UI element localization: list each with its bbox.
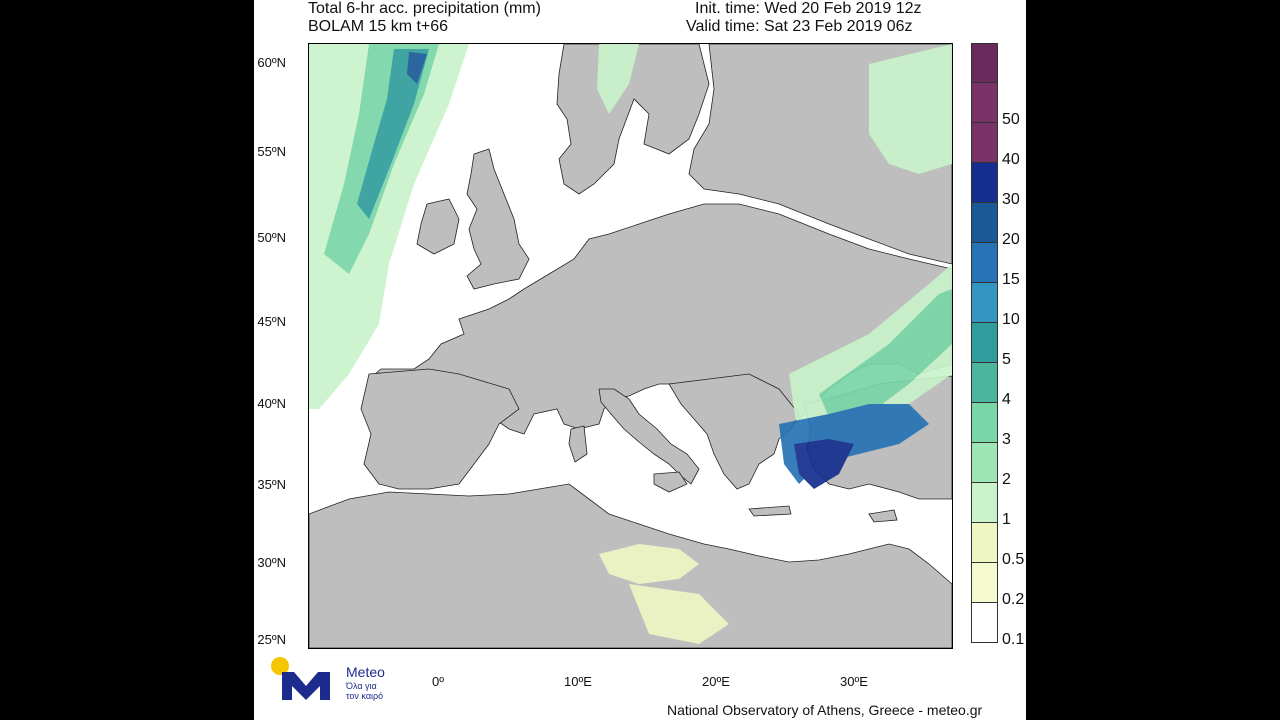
lon-label-0: 0º xyxy=(432,674,444,689)
lat-label-55: 55ºN xyxy=(257,144,286,159)
map-canvas xyxy=(309,44,952,648)
colorbar-cell xyxy=(971,83,998,123)
colorbar-cell xyxy=(971,363,998,403)
valid-time: Valid time: Sat 23 Feb 2019 06z xyxy=(686,18,913,35)
colorbar-cell xyxy=(971,443,998,483)
land-iberia xyxy=(360,368,520,490)
logo-tagline-line1: Όλα για xyxy=(346,681,377,691)
lat-label-35: 35ºN xyxy=(257,477,286,492)
colorbar-cell xyxy=(971,323,998,363)
colorbar-label: 0.2 xyxy=(1002,591,1025,608)
colorbar-label: 0.5 xyxy=(1002,551,1025,568)
colorbar-cell xyxy=(971,203,998,243)
precip-aegean-core xyxy=(794,439,854,489)
land-ireland xyxy=(416,198,460,255)
colorbar-label: 40 xyxy=(1002,151,1020,168)
model-subtitle: BOLAM 15 km t+66 xyxy=(308,18,449,35)
land-britain xyxy=(466,148,530,290)
lat-label-25: 25ºN xyxy=(257,632,286,647)
land-cyprus xyxy=(868,509,898,523)
meteo-logo-icon xyxy=(271,657,330,700)
precipitation-map xyxy=(308,43,953,649)
land-italy xyxy=(598,388,700,485)
colorbar-cell xyxy=(971,563,998,603)
precip-atlantic-band-light xyxy=(309,44,469,409)
precip-black-sea-mid xyxy=(819,289,952,429)
colorbar-label: 4 xyxy=(1002,391,1011,408)
land-balkans xyxy=(668,373,800,490)
land-sicily xyxy=(653,471,688,493)
precip-norway-light xyxy=(597,44,639,114)
lat-label-50: 50ºN xyxy=(257,230,286,245)
lon-label-10e: 10ºE xyxy=(564,674,592,689)
precipitation-overlay xyxy=(309,44,952,644)
land-sardinia xyxy=(568,425,588,463)
precip-med-light-1 xyxy=(599,544,699,584)
colorbar-label: 1 xyxy=(1002,511,1011,528)
colorbar-label: 2 xyxy=(1002,471,1011,488)
forecast-panel: Total 6-hr acc. precipitation (mm) BOLAM… xyxy=(254,0,1026,720)
lat-label-40: 40ºN xyxy=(257,396,286,411)
colorbar xyxy=(971,43,998,643)
logo-tagline-line2: τον καιρό xyxy=(346,691,384,701)
precip-atlantic-band-strong xyxy=(357,49,429,219)
colorbar-cell xyxy=(971,523,998,563)
lat-label-60: 60ºN xyxy=(257,55,286,70)
colorbar-cell xyxy=(971,403,998,443)
credit-text: National Observatory of Athens, Greece -… xyxy=(667,702,983,718)
colorbar-cell xyxy=(971,283,998,323)
colorbar-cell xyxy=(971,123,998,163)
lat-label-30: 30ºN xyxy=(257,555,286,570)
precip-russia-north xyxy=(869,44,952,174)
precip-med-light-2 xyxy=(629,584,729,644)
land-scandinavia xyxy=(556,44,710,195)
logo-name: Meteo xyxy=(346,664,385,680)
colorbar-cell xyxy=(971,483,998,523)
colorbar-cell xyxy=(971,163,998,203)
precip-atlantic-core xyxy=(407,52,427,84)
colorbar-label: 15 xyxy=(1002,271,1020,288)
land-crete xyxy=(748,505,792,517)
colorbar-label: 50 xyxy=(1002,111,1020,128)
colorbar-label: 20 xyxy=(1002,231,1020,248)
lat-label-45: 45ºN xyxy=(257,314,286,329)
colorbar-label: 30 xyxy=(1002,191,1020,208)
colorbar-cell xyxy=(971,243,998,283)
colorbar-label: 3 xyxy=(1002,431,1011,448)
map-title: Total 6-hr acc. precipitation (mm) xyxy=(308,0,541,17)
init-time: Init. time: Wed 20 Feb 2019 12z xyxy=(695,0,922,17)
logo-tagline: Όλα για τον καιρό xyxy=(346,681,383,701)
colorbar-cell xyxy=(971,603,998,643)
colorbar-label: 0.1 xyxy=(1002,631,1025,648)
colorbar-label: 10 xyxy=(1002,311,1020,328)
colorbar-cell xyxy=(971,43,998,83)
lon-label-20e: 20ºE xyxy=(702,674,730,689)
lon-label-30e: 30ºE xyxy=(840,674,868,689)
colorbar-label: 5 xyxy=(1002,351,1011,368)
